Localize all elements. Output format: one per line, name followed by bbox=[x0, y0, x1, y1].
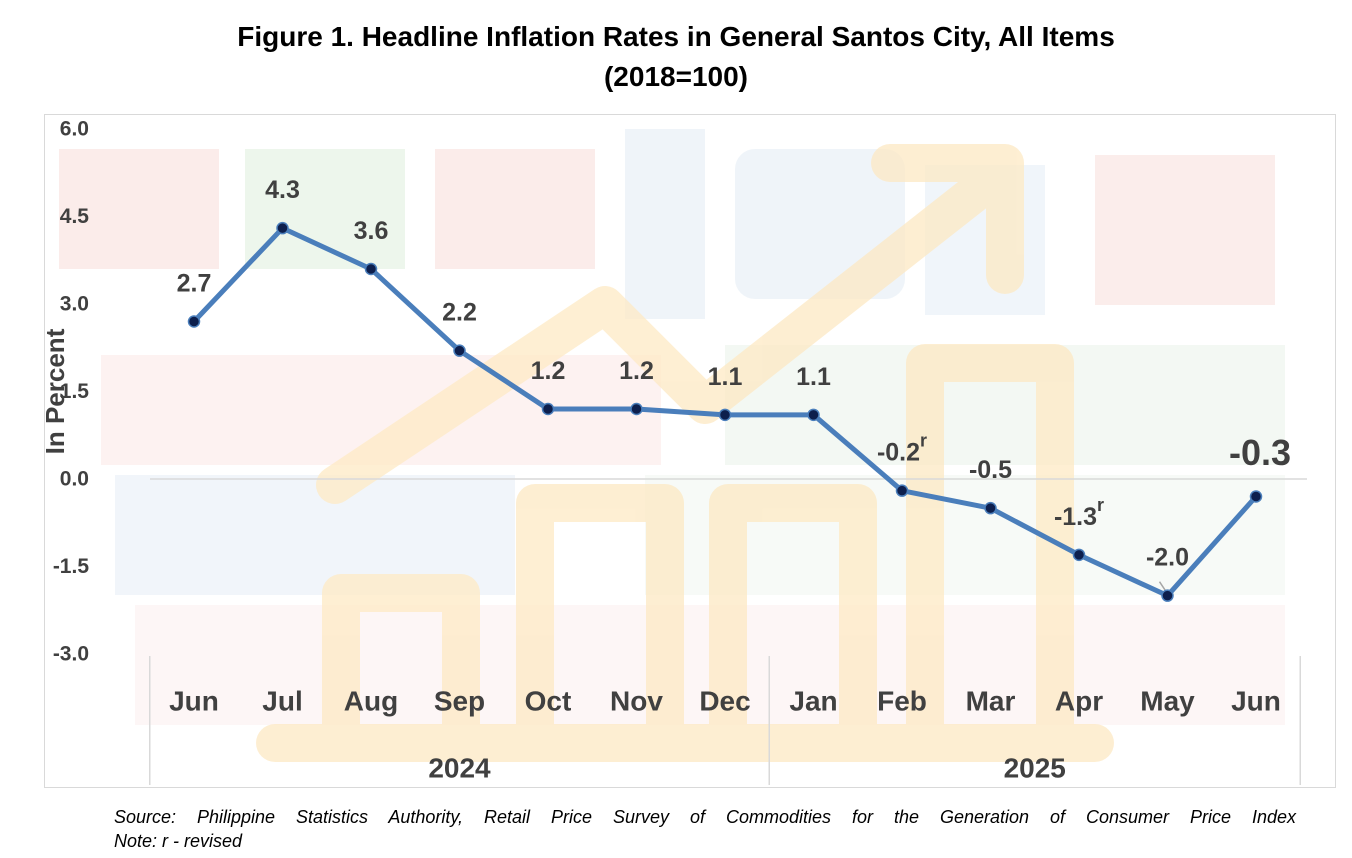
label-leader-line bbox=[1158, 581, 1167, 592]
data-point bbox=[541, 402, 555, 416]
chart-frame: In Percent 6.0 4.5 3.0 1.5 0.0 -1.5 -3.0 Jun Jul A… bbox=[44, 114, 1336, 788]
x-tick-label: Feb bbox=[877, 686, 927, 717]
y-tick-label: -3.0 bbox=[53, 643, 89, 666]
x-tick-label: May bbox=[1140, 686, 1195, 717]
x-tick-label: Sep bbox=[434, 686, 485, 717]
data-point bbox=[1249, 490, 1263, 503]
data-label: 1.1 bbox=[796, 363, 831, 391]
label-layer: 2.74.33.62.21.2 1.2 1.1 1.1-0.2r-0.5-1.3r-2… bbox=[177, 176, 1291, 571]
axes-layer: In Percent 6.0 4.5 3.0 1.5 0.0 -1.5 -3.0 Jun Jul A… bbox=[45, 118, 1307, 785]
data-point bbox=[364, 262, 378, 276]
data-point bbox=[187, 315, 201, 328]
data-label: -0.5 bbox=[969, 456, 1012, 484]
x-tick-label: Aug bbox=[344, 686, 398, 717]
y-tick-label: 6.0 bbox=[60, 118, 89, 141]
data-point bbox=[276, 221, 289, 235]
data-point bbox=[895, 484, 909, 497]
revised-mark: r bbox=[1097, 495, 1104, 515]
source-note: Source: Philippine Statistics Authority,… bbox=[114, 807, 1296, 827]
data-point bbox=[984, 501, 997, 515]
data-point bbox=[630, 402, 643, 416]
y-tick-label: 1.5 bbox=[60, 380, 90, 403]
line-chart: In Percent 6.0 4.5 3.0 1.5 0.0 -1.5 -3.0 Jun Jul A… bbox=[45, 118, 1307, 785]
data-point bbox=[1161, 589, 1174, 602]
revised-mark: r bbox=[920, 431, 927, 451]
data-label: 1.2 bbox=[619, 357, 654, 385]
series-layer bbox=[187, 221, 1263, 602]
data-label: 3.6 bbox=[354, 217, 389, 245]
data-label: -2.0 bbox=[1146, 544, 1189, 572]
data-label: 1.2 bbox=[531, 357, 566, 385]
data-point bbox=[453, 344, 466, 357]
data-label: 4.3 bbox=[265, 176, 300, 204]
x-tick-label: Nov bbox=[610, 686, 663, 717]
background-decoration bbox=[59, 129, 1285, 762]
x-tick-label: Apr bbox=[1055, 686, 1103, 717]
y-tick-label: 0.0 bbox=[60, 468, 89, 491]
data-point bbox=[718, 408, 732, 422]
chart-subtitle: (2018=100) bbox=[603, 61, 748, 92]
data-label: 2.7 bbox=[177, 270, 212, 298]
data-label: 1.1 bbox=[708, 363, 743, 391]
x-tick-label: Jul bbox=[262, 686, 302, 717]
data-label: -0.3 bbox=[1229, 432, 1291, 473]
x-tick-label: Dec bbox=[699, 686, 750, 717]
x-tick-label: Jan bbox=[789, 686, 837, 717]
data-point bbox=[1072, 548, 1086, 562]
chart-title: Figure 1. Headline Inflation Rates in Ge… bbox=[237, 21, 1115, 52]
data-point bbox=[807, 408, 820, 422]
x-group-label: 2025 bbox=[1004, 753, 1066, 784]
x-tick-label: Jun bbox=[169, 686, 219, 717]
data-label: 2.2 bbox=[442, 299, 477, 327]
x-tick-label: Jun bbox=[1231, 686, 1281, 717]
x-tick-label: Mar bbox=[966, 686, 1016, 717]
revised-note: Note: r - revised bbox=[114, 831, 243, 851]
y-axis-label: In Percent bbox=[45, 328, 70, 454]
y-tick-label: 3.0 bbox=[60, 293, 89, 316]
y-tick-label: 4.5 bbox=[60, 205, 90, 228]
x-tick-label: Oct bbox=[525, 686, 572, 717]
x-group-label: 2024 bbox=[428, 753, 491, 784]
y-tick-label: -1.5 bbox=[53, 555, 90, 578]
